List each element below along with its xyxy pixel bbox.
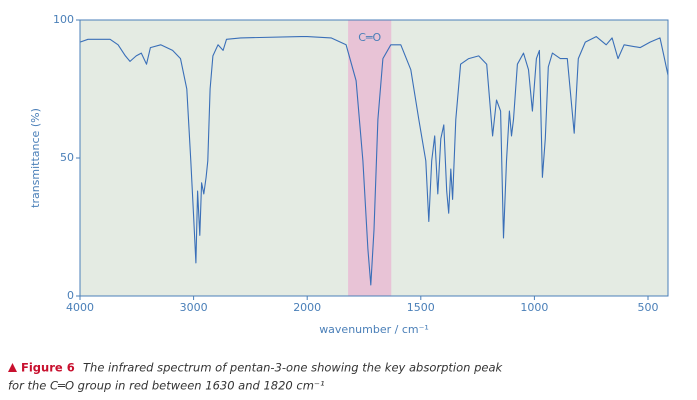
y-axis-label: transmittance (%) — [29, 108, 42, 208]
x-axis-label: wavenumber / cm⁻¹ — [319, 323, 429, 336]
spectrum-line — [79, 36, 669, 286]
caption-label: Figure 6 — [21, 361, 75, 375]
x-tick-label: 500 — [638, 301, 659, 314]
x-tick-label: 4000 — [66, 301, 94, 314]
highlight-label: C═O — [358, 31, 381, 44]
highlight-band — [348, 20, 392, 296]
x-tick-label: 1500 — [407, 301, 435, 314]
x-tick-label: 3000 — [180, 301, 208, 314]
y-tick-label: 100 — [53, 13, 74, 26]
caption-icon — [8, 363, 17, 372]
y-tick-label: 50 — [60, 151, 74, 164]
y-tick-label: 0 — [67, 289, 74, 302]
x-tick-label: 2000 — [293, 301, 321, 314]
caption-text: for the C═O group in red between 1630 an… — [8, 379, 325, 393]
plot — [79, 20, 669, 296]
caption-text: The infrared spectrum of pentan-3-one sh… — [83, 361, 503, 375]
x-tick-label: 1000 — [520, 301, 548, 314]
